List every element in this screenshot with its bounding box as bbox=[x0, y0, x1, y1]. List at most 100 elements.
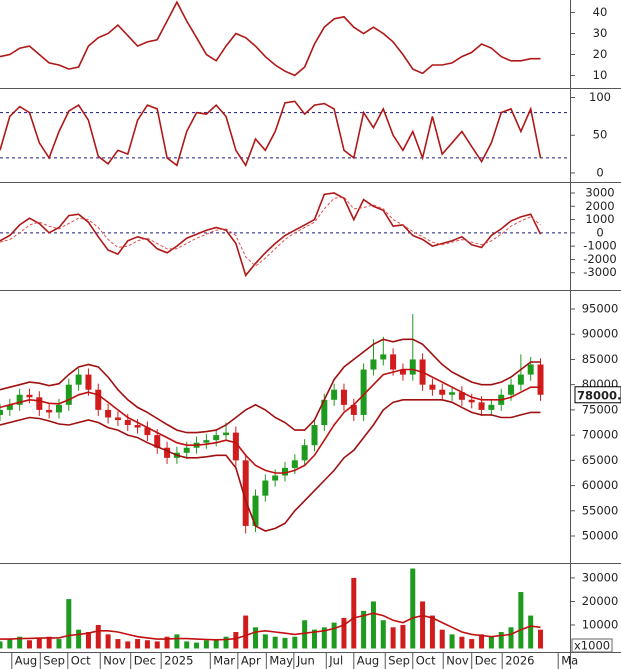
last-price-label: 78000.00 bbox=[577, 388, 621, 402]
candle-body bbox=[370, 359, 377, 370]
x-tick-label: Jul bbox=[328, 654, 343, 668]
candle-body bbox=[449, 392, 456, 395]
y-tick-label: 50000 bbox=[582, 529, 619, 543]
candle-body bbox=[282, 467, 288, 476]
volume-bar bbox=[479, 634, 485, 649]
series-line bbox=[0, 338, 541, 434]
volume-bar bbox=[498, 632, 504, 649]
volume-bar bbox=[538, 629, 544, 649]
candle-body bbox=[114, 417, 121, 420]
y-tick-label: -2000 bbox=[583, 252, 616, 266]
candle-body bbox=[154, 435, 161, 448]
x-tick-label: Aug bbox=[357, 654, 379, 668]
volume-bar bbox=[135, 639, 141, 649]
last-price-box bbox=[574, 386, 621, 404]
candle-body bbox=[429, 384, 436, 390]
candle-body bbox=[85, 374, 92, 390]
volume-bar bbox=[56, 639, 62, 649]
volume-bar bbox=[410, 568, 416, 649]
volume-bar bbox=[351, 577, 357, 649]
series-line bbox=[0, 368, 541, 474]
candle-body bbox=[360, 369, 367, 415]
volume-bar bbox=[262, 634, 268, 649]
x-tick-label: Dec bbox=[475, 654, 497, 668]
volume-bar bbox=[125, 641, 131, 649]
volume-bar bbox=[213, 639, 219, 649]
candle-body bbox=[65, 384, 72, 405]
volume-bar bbox=[233, 632, 239, 649]
candle-body bbox=[203, 440, 210, 443]
unit-box bbox=[571, 638, 613, 653]
series-line bbox=[0, 399, 541, 532]
candle-body bbox=[340, 389, 347, 405]
x-tick-label: Sep bbox=[43, 654, 65, 668]
candle-body bbox=[36, 397, 43, 410]
x-tick-label: 2026 bbox=[505, 654, 534, 668]
x-tick-label: Nov bbox=[103, 654, 126, 668]
y-tick-label: 20000 bbox=[582, 594, 619, 608]
volume-bar bbox=[488, 636, 494, 649]
candle-body bbox=[16, 394, 23, 405]
candle-body bbox=[0, 409, 3, 415]
y-tick-label: 1000 bbox=[585, 212, 614, 226]
volume-bar bbox=[449, 634, 455, 649]
y-tick-label: 55000 bbox=[582, 503, 619, 517]
candle-body bbox=[262, 480, 269, 496]
candle-body bbox=[291, 460, 298, 468]
candle-body bbox=[124, 419, 131, 426]
x-tick-label: Nov bbox=[446, 654, 469, 668]
volume-bar bbox=[469, 639, 475, 649]
volume-bar bbox=[0, 641, 3, 649]
volume-bar bbox=[390, 627, 396, 649]
volume-bar bbox=[380, 620, 386, 649]
volume-bar bbox=[528, 615, 534, 649]
y-tick-label: 10000 bbox=[582, 617, 619, 631]
volume-bar bbox=[370, 601, 376, 649]
candle-body bbox=[458, 392, 465, 400]
volume-bar bbox=[429, 615, 435, 649]
volume-bar bbox=[154, 641, 160, 649]
y-tick-label: 65000 bbox=[582, 453, 619, 467]
series-line bbox=[0, 100, 542, 168]
series-line bbox=[0, 196, 541, 267]
y-tick-label: 2000 bbox=[585, 199, 614, 213]
volume-bar bbox=[66, 599, 72, 649]
volume-bar bbox=[46, 636, 52, 649]
x-tick-label: Mar bbox=[213, 654, 235, 668]
volume-bar bbox=[184, 641, 190, 649]
candle-body bbox=[213, 435, 220, 441]
volume-bar bbox=[302, 620, 308, 649]
x-tick-label: Jun bbox=[296, 654, 315, 668]
candle-body bbox=[75, 374, 82, 385]
volume-bar bbox=[26, 640, 32, 649]
x-tick-label: Oct bbox=[71, 654, 91, 668]
candle-body bbox=[272, 475, 279, 481]
candle-body bbox=[331, 389, 338, 400]
y-tick-label: 40 bbox=[593, 5, 608, 19]
y-tick-label: 70000 bbox=[582, 428, 619, 442]
volume-bar bbox=[223, 636, 229, 649]
volume-bar bbox=[518, 592, 524, 649]
candle-body bbox=[488, 404, 495, 410]
candle-body bbox=[321, 399, 328, 426]
candle-body bbox=[508, 384, 515, 395]
candle-body bbox=[6, 404, 13, 410]
candle-body bbox=[46, 409, 53, 413]
x-tick-label: Apr bbox=[241, 654, 261, 668]
y-tick-label: 100 bbox=[589, 90, 611, 104]
volume-bar bbox=[508, 627, 514, 649]
candle-body bbox=[105, 409, 112, 418]
candle-body bbox=[439, 389, 446, 395]
y-tick-label: 85000 bbox=[582, 352, 619, 366]
candle-body bbox=[242, 460, 249, 526]
volume-bar bbox=[439, 629, 445, 649]
volume-bar bbox=[459, 636, 465, 649]
volume-bar bbox=[272, 636, 278, 649]
volume-bar bbox=[144, 640, 150, 649]
volume-bar bbox=[17, 636, 23, 649]
candle-body bbox=[537, 364, 544, 395]
y-tick-label: 10 bbox=[593, 68, 608, 82]
y-tick-label: 30000 bbox=[582, 570, 619, 584]
y-tick-label: -1000 bbox=[583, 239, 616, 253]
candle-body bbox=[95, 389, 102, 410]
